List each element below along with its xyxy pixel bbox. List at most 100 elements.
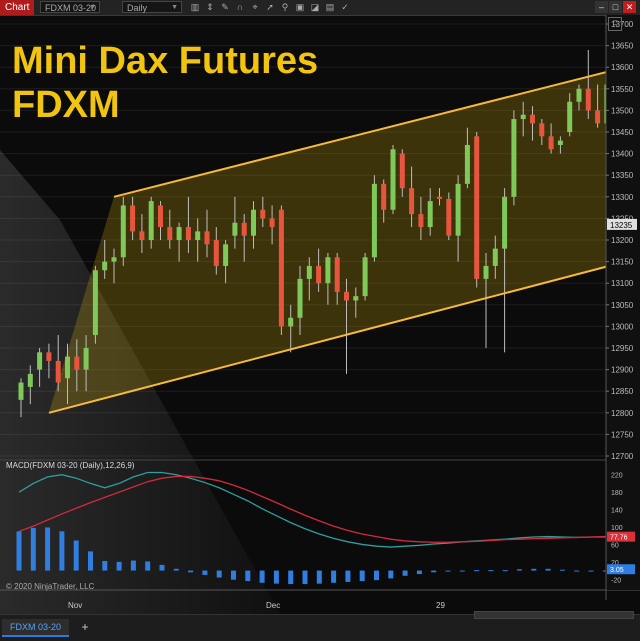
zoom-icon[interactable]: ⚲ (281, 2, 289, 12)
add-tab-button[interactable]: + (81, 620, 89, 634)
crosshair-icon[interactable]: ⌖ (252, 2, 258, 12)
candle[interactable] (297, 265, 303, 336)
strategy-icon[interactable]: ◪ (310, 2, 320, 12)
candle-body (344, 291, 349, 301)
candle[interactable] (520, 101, 526, 137)
candle[interactable] (74, 339, 80, 392)
candle[interactable] (46, 343, 52, 379)
candle[interactable] (18, 378, 24, 418)
candle-body (167, 227, 173, 240)
chart-window-label[interactable]: Chart (0, 0, 35, 15)
candle[interactable] (232, 196, 238, 249)
candle[interactable] (539, 119, 545, 145)
candle[interactable] (176, 222, 182, 262)
candle[interactable] (269, 205, 275, 245)
candle[interactable] (37, 348, 43, 387)
interval-selector[interactable]: Daily ▼ (122, 1, 182, 13)
candle[interactable] (102, 240, 108, 279)
channel-upper-line[interactable] (113, 66, 626, 198)
candle[interactable] (464, 127, 470, 189)
candle[interactable] (437, 188, 442, 206)
candle[interactable] (530, 106, 535, 141)
candle[interactable] (223, 240, 229, 284)
candle[interactable] (427, 188, 433, 236)
candle[interactable] (595, 84, 601, 128)
macd-histogram-bar (345, 570, 351, 582)
candle[interactable] (585, 49, 591, 120)
candle[interactable] (278, 205, 284, 336)
macd-tick-label: 140 (611, 508, 623, 515)
candle-body (492, 248, 498, 266)
chart-canvas[interactable]: 13700 13650 13600 13550 13500 13450 13400 13350… (0, 0, 640, 614)
candle[interactable] (576, 84, 582, 111)
magnet-icon[interactable]: ∩ (236, 2, 244, 12)
candle[interactable] (65, 343, 70, 405)
properties-icon[interactable]: ✓ (341, 2, 349, 12)
candle[interactable] (251, 201, 256, 249)
candle[interactable] (381, 179, 387, 223)
minimize-button[interactable]: – (595, 1, 608, 13)
candle[interactable] (344, 278, 349, 374)
candle[interactable] (492, 235, 498, 279)
candle[interactable] (511, 110, 517, 206)
candle[interactable] (455, 175, 461, 262)
candle[interactable] (567, 93, 573, 137)
candle[interactable] (362, 252, 368, 301)
candle[interactable] (241, 214, 247, 262)
candle[interactable] (167, 209, 173, 249)
candle[interactable] (204, 209, 210, 258)
candle[interactable] (325, 252, 331, 305)
dom-icon[interactable]: ▤ (325, 2, 335, 12)
candle-body (334, 257, 340, 292)
price-tick-label: 13400 (611, 150, 634, 159)
candle[interactable] (334, 252, 340, 305)
candle[interactable] (55, 335, 61, 392)
candle[interactable] (195, 218, 201, 262)
candle[interactable] (288, 304, 294, 353)
macd-indicator-label: MACD(FDXM 03-20 (Daily),12,26,9) (6, 461, 135, 470)
candle[interactable] (371, 175, 377, 262)
candle-body (399, 153, 405, 189)
candle[interactable] (130, 196, 136, 240)
maximize-button[interactable]: □ (609, 1, 622, 13)
candle[interactable] (120, 196, 126, 266)
candle[interactable] (213, 227, 219, 275)
macd-tick-label: 100 (611, 525, 623, 532)
pencil-icon[interactable]: ✎ (221, 2, 229, 12)
candle[interactable] (27, 365, 33, 405)
copyright-text: © 2020 NinjaTrader, LLC (6, 582, 95, 591)
panel-label[interactable]: F (608, 17, 622, 31)
candle[interactable] (483, 252, 489, 348)
candle[interactable] (548, 123, 554, 154)
instrument-tab[interactable]: FDXM 03-20 (2, 619, 70, 637)
close-button[interactable]: ✕ (623, 1, 636, 13)
candle[interactable] (306, 257, 312, 301)
candle[interactable] (557, 136, 563, 154)
channel-lower-line[interactable] (48, 260, 626, 414)
candle[interactable] (83, 335, 89, 392)
horizontal-scrollbar[interactable] (474, 611, 634, 619)
candle[interactable] (353, 287, 359, 318)
candle[interactable] (92, 265, 98, 344)
candle[interactable] (148, 196, 154, 249)
candle[interactable] (158, 201, 163, 240)
candle[interactable] (418, 196, 424, 240)
candle[interactable] (185, 196, 191, 253)
candle[interactable] (390, 144, 396, 215)
candle[interactable] (409, 166, 415, 228)
price-tick-label: 13000 (611, 322, 634, 331)
candle[interactable] (399, 149, 405, 197)
instrument-selector[interactable]: FDXM 03-20 ▼ (40, 1, 100, 13)
candle[interactable] (316, 248, 322, 292)
snapshot-icon[interactable]: ▣ (295, 2, 305, 12)
scale-icon[interactable]: ⇕ (206, 2, 214, 12)
candle[interactable] (474, 132, 480, 288)
cursor-icon[interactable]: ➚ (266, 2, 274, 12)
candle[interactable] (139, 214, 145, 253)
candle[interactable] (260, 196, 266, 228)
candle[interactable] (502, 188, 508, 353)
candle[interactable] (111, 248, 117, 284)
candle-body (474, 136, 480, 279)
candle[interactable] (446, 192, 452, 240)
bars-icon[interactable]: ▥ (190, 2, 200, 12)
